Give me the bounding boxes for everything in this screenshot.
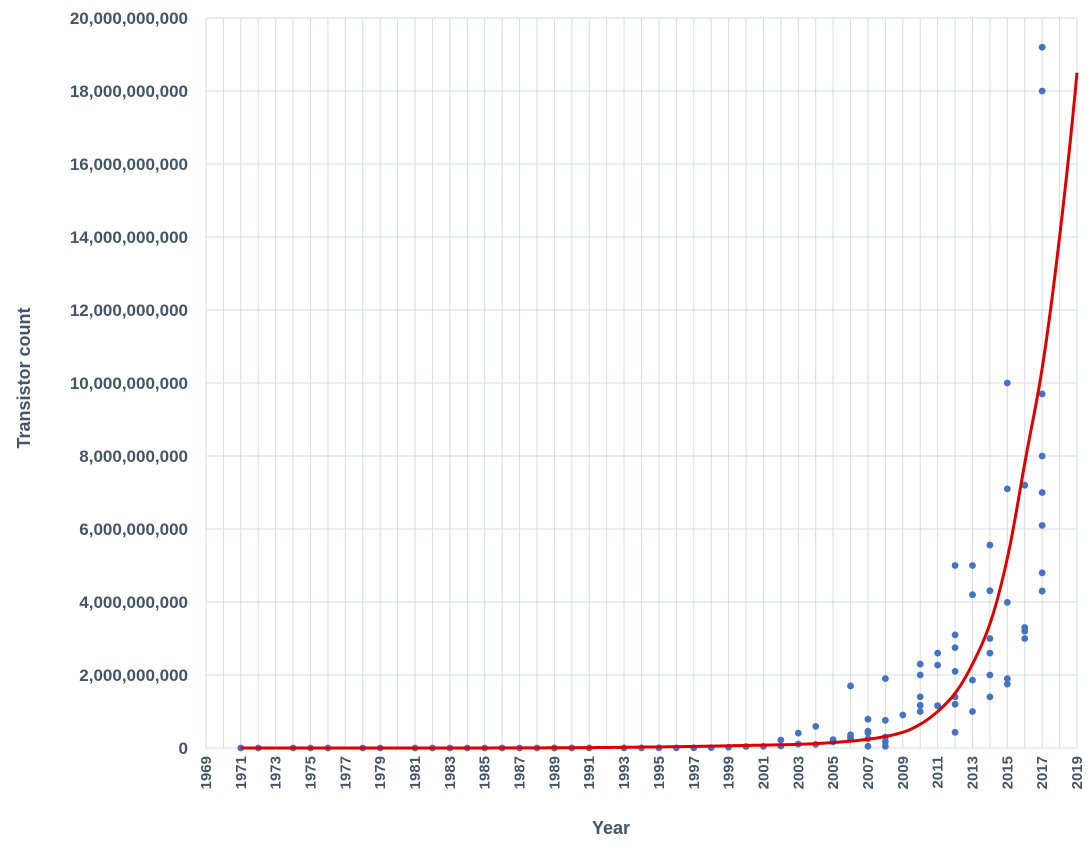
x-tick-label: 1973 [268,756,285,789]
data-point [1021,627,1029,635]
y-tick-label: 6,000,000,000 [79,520,188,539]
y-axis-tick-labels: 0 2,000,000,000 4,000,000,000 6,000,000,000… [70,9,188,758]
x-tick-label: 2001 [755,756,772,789]
data-point [881,738,889,745]
x-tick-label: 2011 [930,756,947,789]
x-tick-label: 2013 [964,756,981,789]
data-point [1003,598,1011,606]
data-point [986,635,994,642]
x-tick-label: 1979 [372,756,389,789]
x-tick-label: 2003 [790,756,807,789]
data-point [969,591,976,599]
data-point [881,716,889,724]
data-point [969,708,976,715]
x-tick-label: 1993 [616,756,633,789]
data-point [916,660,924,668]
data-point [1038,87,1046,95]
x-tick-label: 1969 [198,756,215,789]
data-point [812,722,820,730]
y-tick-label: 20,000,000,000 [70,9,188,28]
data-point [864,742,872,750]
data-point [1003,680,1011,688]
x-tick-label: 1999 [721,756,738,789]
x-tick-label: 2017 [1034,756,1051,789]
x-tick-label: 1981 [407,756,424,789]
data-point [847,682,854,690]
data-point [777,736,785,744]
y-axis-title: Transistor count [14,307,34,448]
data-point [951,667,959,675]
data-point [1038,43,1046,51]
y-tick-label: 18,000,000,000 [70,82,188,101]
x-tick-label: 1989 [546,756,563,789]
trend-line-path [240,72,1079,750]
y-tick-label: 0 [179,739,188,758]
data-point [1021,481,1029,489]
x-tick-label: 1987 [512,756,529,789]
data-point [1038,489,1046,496]
data-point [864,715,872,723]
x-tick-label: 2009 [895,756,912,789]
data-point [916,701,924,709]
data-point [1038,569,1046,577]
data-point [969,562,976,569]
data-point [1003,379,1011,387]
x-axis-title: Year [592,818,630,838]
x-tick-label: 2007 [860,756,877,789]
data-point [916,708,924,715]
x-tick-label: 1975 [303,756,320,789]
x-tick-label: 1971 [233,756,250,789]
x-tick-label: 1997 [686,756,703,789]
data-point [1021,635,1029,642]
data-point [916,693,924,701]
x-tick-label: 2015 [999,756,1016,789]
data-point [899,711,907,719]
data-point [934,649,942,657]
x-tick-label: 1995 [651,756,668,789]
data-point [951,644,959,652]
x-tick-label: 1977 [337,756,354,789]
data-point [1038,390,1046,398]
data-point [1038,587,1046,595]
data-point [881,675,889,683]
y-tick-label: 4,000,000,000 [79,593,188,612]
trend-line [240,72,1079,750]
data-point [969,676,976,684]
data-point [951,631,959,639]
horizontal-gridlines [206,17,1077,749]
data-point [934,661,942,669]
data-point [986,671,994,679]
x-tick-label: 1991 [581,756,598,789]
data-point [986,649,994,657]
y-tick-label: 16,000,000,000 [70,155,188,174]
data-point [794,729,802,737]
data-point [986,541,994,549]
data-point [951,562,959,569]
data-point [1038,452,1046,460]
y-tick-label: 8,000,000,000 [79,447,188,466]
x-tick-label: 1985 [477,756,494,789]
data-point [951,700,959,708]
data-point [986,587,994,595]
y-tick-label: 14,000,000,000 [70,228,188,247]
data-point [864,729,872,737]
data-point [916,671,924,679]
data-point [951,728,959,736]
data-point [881,742,889,750]
data-point [1003,485,1011,493]
x-tick-label: 2005 [825,756,842,789]
data-points [237,43,1046,752]
data-point [1038,521,1046,529]
data-point [1003,675,1011,683]
data-point [934,702,942,710]
y-tick-label: 10,000,000,000 [70,374,188,393]
data-point [986,693,994,701]
x-tick-label: 2019 [1069,756,1086,789]
x-tick-label: 1983 [442,756,459,789]
x-axis-tick-labels: 1969 1971 1973 1975 1977 1979 1981 1983 1985 1987… [198,756,1086,789]
y-tick-label: 2,000,000,000 [79,666,188,685]
y-tick-label: 12,000,000,000 [70,301,188,320]
